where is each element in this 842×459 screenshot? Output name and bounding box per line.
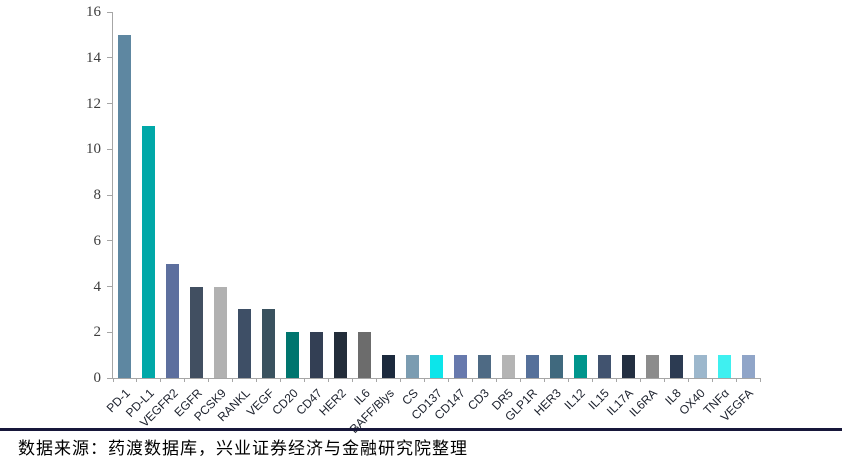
bar-cd147: [453, 355, 467, 378]
bar-egfr: [190, 286, 204, 378]
x-axis-tick: [543, 378, 545, 382]
x-axis-tick: [376, 378, 378, 382]
x-axis-tick: [567, 378, 569, 382]
bar-dr5: [501, 355, 515, 378]
x-axis-tick: [256, 378, 258, 382]
y-axis-tick: [107, 194, 112, 196]
bar-ox40: [693, 355, 707, 378]
y-tick-label: 2: [93, 324, 102, 341]
x-axis-tick: [424, 378, 426, 382]
x-axis: [112, 378, 760, 379]
x-axis-tick: [280, 378, 282, 382]
y-tick-label: 6: [93, 232, 102, 249]
y-axis-tick: [107, 331, 112, 333]
source-note: 数据来源：药渡数据库，兴业证券经济与金融研究院整理: [18, 439, 468, 458]
x-axis-tick: [471, 378, 473, 382]
bar-vegfr2: [166, 263, 180, 378]
bar-glp1r: [525, 355, 539, 378]
y-axis-tick: [107, 240, 112, 242]
y-axis-tick: [107, 57, 112, 59]
bar-il17a: [621, 355, 635, 378]
bar-vegf: [262, 309, 276, 378]
x-axis-tick: [663, 378, 665, 382]
plot-area: 0 2 4 6 8 10 12 14 16 PD-1 PD-L1 VEGFR2 EGFR PCSK9 RAN…: [86, 4, 761, 436]
bar-chart: 0 2 4 6 8 10 12 14 16 PD-1 PD-L1 VEGFR2 EGFR PCSK9 RAN…: [86, 4, 761, 436]
x-axis-tick: [112, 378, 114, 382]
bar-tnf-: [717, 355, 731, 378]
y-tick-label: 14: [86, 49, 101, 66]
x-axis-tick: [519, 378, 521, 382]
bar-cd47: [310, 332, 324, 378]
x-axis-tick: [160, 378, 162, 382]
x-axis-tick: [208, 378, 210, 382]
y-tick-label: 10: [86, 141, 101, 158]
bar-il6ra: [645, 355, 659, 378]
y-axis: [112, 12, 113, 378]
bar-vegfa: [741, 355, 755, 378]
y-axis-tick: [107, 148, 112, 150]
y-tick-label: 4: [93, 278, 102, 295]
y-tick-label: 16: [86, 4, 101, 20]
bar-cs: [406, 355, 420, 378]
x-axis-tick: [591, 378, 593, 382]
bar-her3: [549, 355, 563, 378]
y-axis-tick: [107, 11, 112, 13]
x-axis-tick: [759, 378, 761, 382]
x-axis-tick: [615, 378, 617, 382]
bar-pd-l1: [142, 126, 156, 378]
bar-pd-1: [118, 34, 132, 378]
x-axis-tick: [304, 378, 306, 382]
y-tick-label: 8: [93, 187, 102, 203]
y-axis-tick: [107, 377, 112, 379]
x-axis-tick: [639, 378, 641, 382]
bar-il6: [358, 332, 372, 378]
bar-rankl: [238, 309, 252, 378]
x-axis-tick: [136, 378, 138, 382]
bar-cd137: [430, 355, 443, 378]
x-axis-tick: [447, 378, 449, 382]
bar-baff-blys: [382, 355, 396, 378]
x-axis-tick: [184, 378, 186, 382]
y-axis-tick: [107, 103, 112, 104]
x-axis-tick: [735, 378, 737, 382]
x-axis-tick: [328, 378, 330, 382]
bar-her2: [334, 332, 348, 378]
x-axis-tick: [495, 378, 497, 382]
x-axis-tick: [711, 378, 713, 382]
bar-pcsk9: [214, 286, 228, 378]
x-axis-tick: [232, 378, 234, 382]
bar-cd20: [286, 332, 300, 378]
y-axis-tick: [107, 286, 112, 287]
x-axis-tick: [400, 378, 402, 382]
x-axis-tick: [687, 378, 689, 382]
bar-il15: [597, 355, 611, 378]
y-tick-label: 12: [86, 95, 101, 112]
bar-il8: [669, 355, 683, 378]
bar-il12: [573, 355, 587, 378]
x-axis-tick: [352, 378, 354, 382]
separator-line: [0, 428, 842, 431]
y-tick-label: 0: [93, 370, 102, 386]
bar-cd3: [477, 355, 491, 378]
